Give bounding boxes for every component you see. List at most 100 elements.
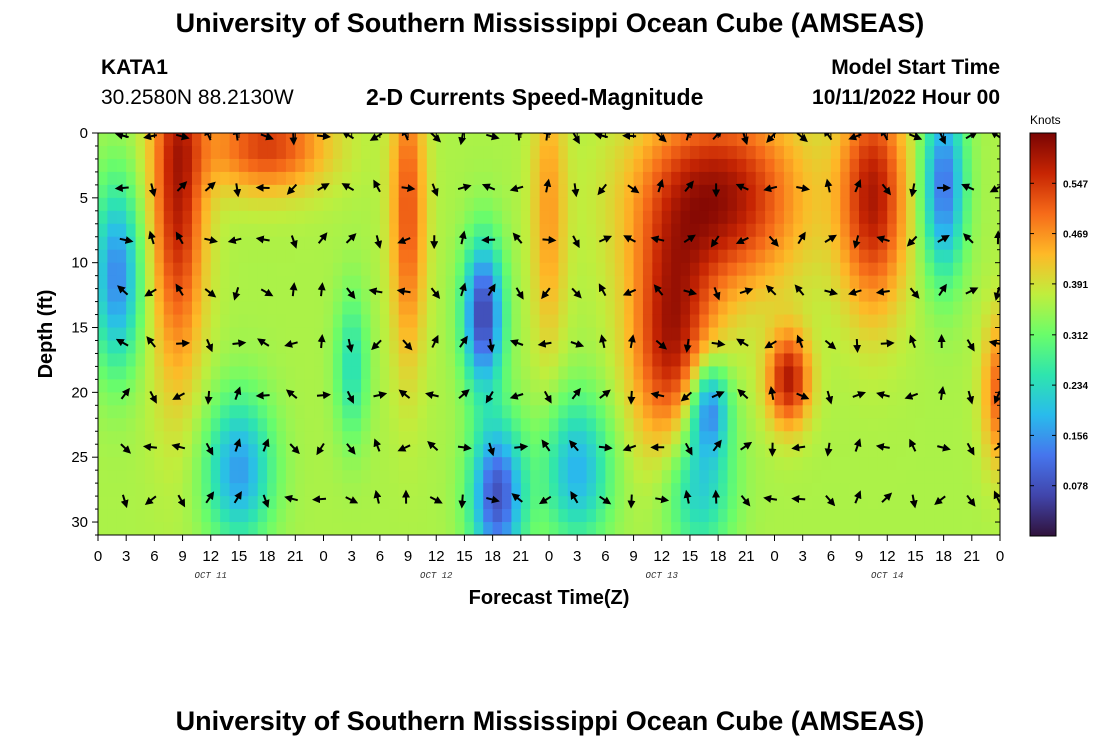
heat-cell [727, 366, 738, 380]
heat-cell [285, 288, 296, 303]
heat-cell [614, 340, 625, 355]
heat-cell [154, 301, 165, 316]
heat-cell [727, 158, 738, 173]
current-vector-arrow [791, 443, 806, 452]
heat-cell [558, 223, 569, 238]
heat-cell [445, 327, 456, 342]
x-tick-label: 9 [855, 548, 863, 565]
heat-cell [896, 184, 907, 199]
heat-cell [154, 340, 165, 355]
x-tick-label: 21 [287, 548, 304, 565]
heat-cell [906, 405, 917, 419]
heat-cell [793, 171, 804, 186]
heat-cell [718, 301, 729, 316]
heat-cell [924, 392, 935, 406]
station-id: KATA1 [101, 56, 168, 79]
heat-cell [483, 210, 494, 225]
heat-cell [868, 236, 879, 251]
heat-cell [229, 133, 240, 147]
heat-cell [953, 496, 964, 510]
heat-cell [520, 288, 531, 303]
heat-cell [257, 509, 268, 523]
heat-cell [229, 327, 240, 342]
heat-cell [182, 288, 193, 303]
heat-cell [896, 158, 907, 173]
heat-cell [267, 314, 278, 329]
heat-cell [765, 392, 776, 406]
heat-cell [229, 496, 240, 510]
heat-cell [990, 353, 1000, 368]
heat-cell [248, 236, 259, 251]
heat-cell [549, 457, 559, 471]
heat-cell [201, 327, 212, 342]
heat-cell [417, 483, 428, 497]
heat-cell [605, 509, 616, 523]
heat-cell [98, 496, 108, 510]
heat-cell [736, 288, 747, 303]
heat-cell [774, 133, 785, 147]
heat-cell [98, 236, 108, 251]
heat-cell [473, 522, 484, 535]
heat-cell [671, 262, 682, 277]
heat-cell [877, 236, 888, 251]
heat-cell [238, 275, 249, 290]
heat-cell [511, 457, 522, 471]
heat-cell [135, 366, 146, 380]
heat-cell [98, 509, 108, 523]
heat-cell [379, 483, 390, 497]
heat-cell [953, 314, 964, 329]
heat-cell [924, 457, 935, 471]
current-vector-arrow [599, 334, 607, 349]
heat-cell [689, 236, 700, 251]
heat-cell [577, 444, 588, 458]
heat-cell [464, 184, 475, 199]
heat-cell [577, 353, 588, 368]
heat-cell [924, 366, 935, 380]
y-axis-label: Depth (ft) [35, 290, 57, 379]
heat-cell [840, 288, 851, 303]
heat-cell [511, 262, 522, 277]
heat-cell [238, 353, 249, 368]
heat-cell [389, 483, 400, 497]
heat-cell [868, 184, 879, 199]
x-tick-label: 21 [738, 548, 755, 565]
heat-cell [887, 366, 898, 380]
heat-cell [689, 366, 700, 380]
heat-cell [295, 418, 306, 432]
heat-cell [915, 184, 926, 199]
heat-cell [652, 249, 663, 264]
heat-cell [511, 353, 522, 368]
heat-cell [539, 171, 550, 186]
heat-cell [276, 444, 287, 458]
heat-cell [530, 236, 541, 251]
heat-cell [257, 236, 268, 251]
heat-cell [173, 288, 184, 303]
heat-cell [473, 171, 484, 186]
heat-cell [379, 353, 390, 368]
heat-cell [962, 314, 973, 329]
heat-cell [426, 327, 437, 342]
heat-cell [154, 197, 165, 212]
heat-cell [924, 405, 935, 419]
heat-cell [473, 392, 484, 406]
heat-cell [887, 301, 898, 316]
heat-cell [436, 223, 447, 238]
heat-cell [408, 314, 419, 329]
heat-cell [736, 171, 747, 186]
heat-cell [154, 210, 165, 225]
heat-cell [370, 366, 381, 380]
heat-cell [361, 314, 372, 329]
heat-cell [840, 366, 851, 380]
heat-cell [436, 288, 447, 303]
heat-cell [755, 158, 766, 173]
heat-cell [642, 418, 653, 432]
heat-cell [849, 418, 860, 432]
heat-cell [549, 366, 559, 380]
heat-cell [323, 184, 334, 199]
heat-cell [370, 392, 381, 406]
heat-cell [361, 418, 372, 432]
heat-cell [295, 197, 306, 212]
current-vector-arrow [598, 443, 613, 452]
heat-cell [323, 223, 334, 238]
heat-cell [267, 249, 278, 264]
